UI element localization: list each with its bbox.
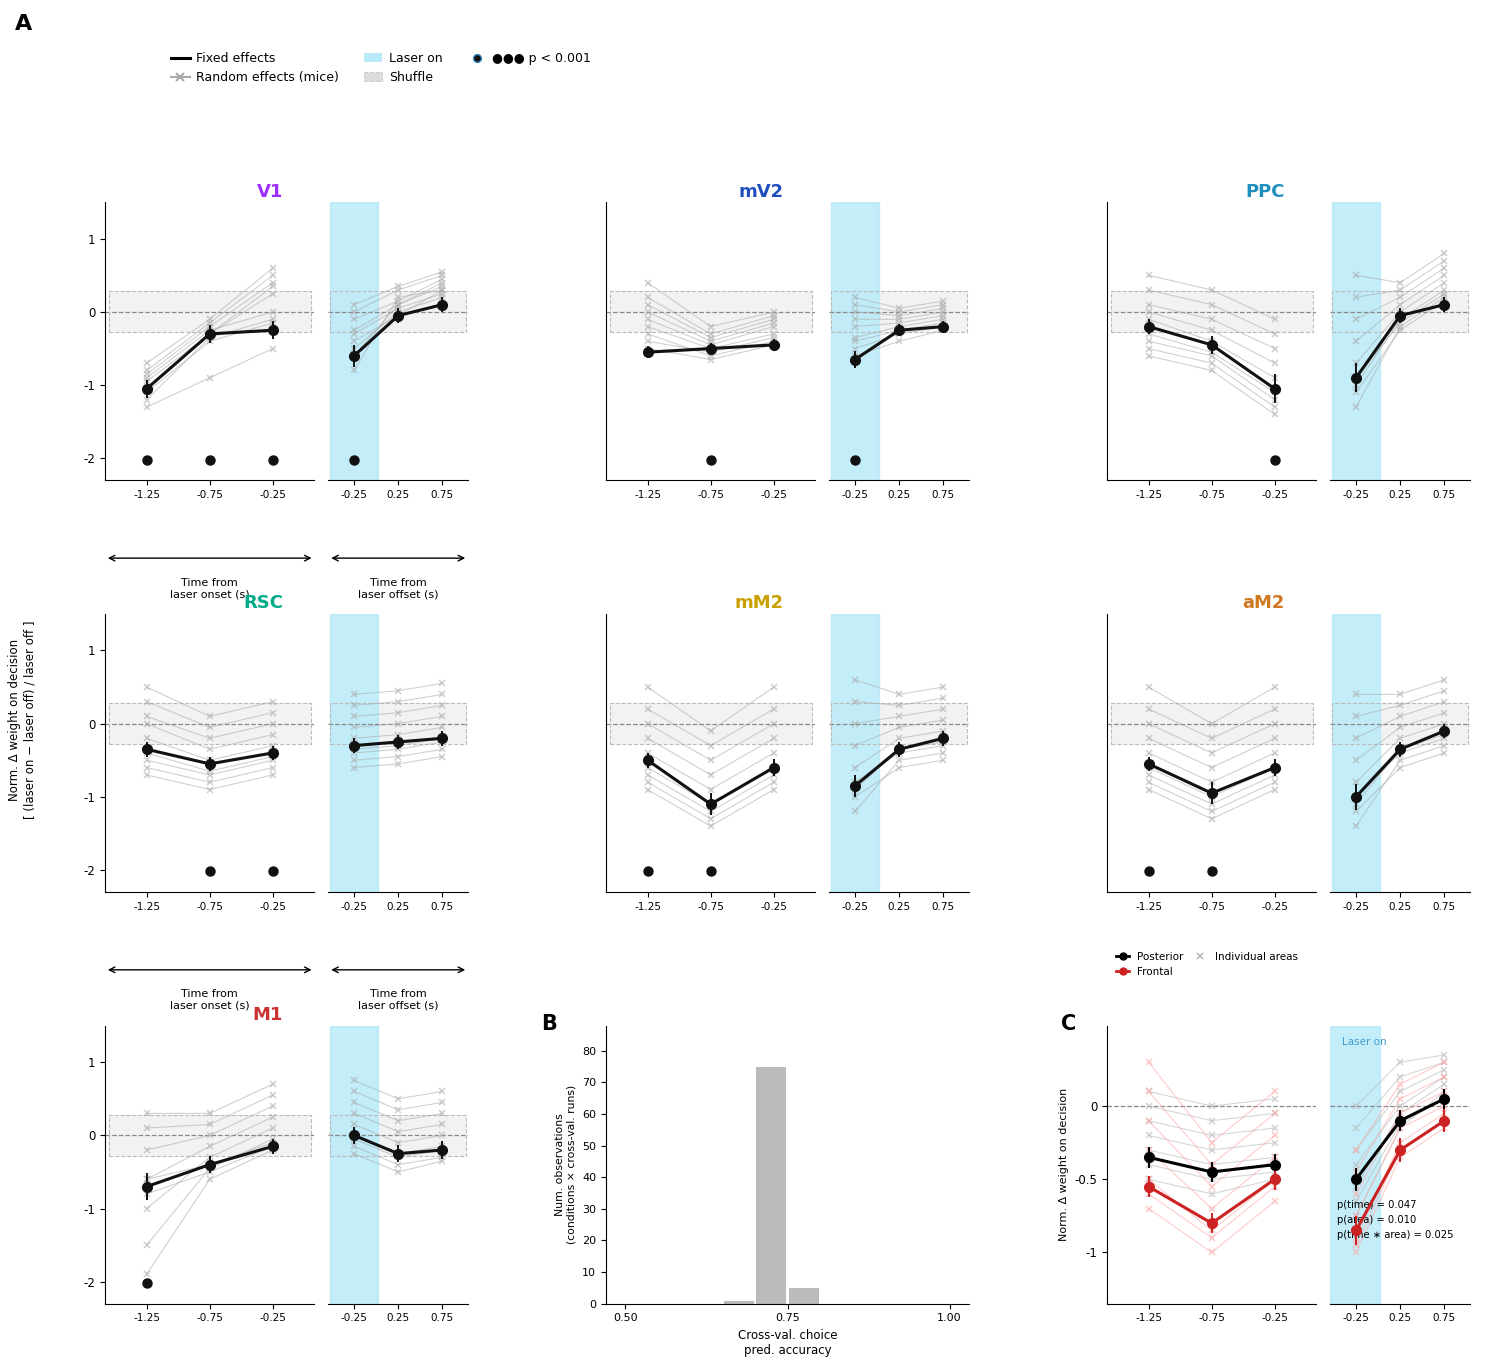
Text: PPC: PPC — [1245, 182, 1286, 201]
Legend: Fixed effects, Random effects (mice), Laser on, Shuffle, ●●● p < 0.001: Fixed effects, Random effects (mice), La… — [166, 48, 596, 90]
Bar — [1330, 1025, 1380, 1304]
Bar — [831, 202, 879, 481]
Bar — [1332, 614, 1380, 892]
Text: RSC: RSC — [243, 595, 284, 612]
Text: V1: V1 — [256, 182, 284, 201]
Bar — [330, 202, 378, 481]
Text: Time from
laser offset (s): Time from laser offset (s) — [358, 989, 438, 1010]
Text: Time from
laser onset (s): Time from laser onset (s) — [170, 577, 249, 599]
Text: A: A — [15, 14, 33, 34]
Text: aM2: aM2 — [1242, 595, 1286, 612]
Text: C: C — [1060, 1014, 1076, 1035]
Bar — [831, 614, 879, 892]
Bar — [724, 1301, 754, 1304]
Legend: Posterior, Frontal, Individual areas: Posterior, Frontal, Individual areas — [1112, 948, 1302, 980]
Bar — [756, 1066, 786, 1304]
X-axis label: Cross-val. choice
pred. accuracy: Cross-val. choice pred. accuracy — [738, 1329, 837, 1357]
Bar — [1332, 202, 1380, 481]
Text: Time from
laser offset (s): Time from laser offset (s) — [358, 577, 438, 599]
Y-axis label: Norm. Δ weight on decision: Norm. Δ weight on decision — [1059, 1088, 1070, 1241]
Text: mM2: mM2 — [735, 595, 784, 612]
Text: Norm. Δ weight on decision
[ (laser on − laser off) / laser off ]: Norm. Δ weight on decision [ (laser on −… — [9, 621, 36, 819]
Text: mV2: mV2 — [740, 182, 784, 201]
Text: Laser on: Laser on — [1341, 1036, 1386, 1047]
Y-axis label: Num. observations
(conditions × cross-val. runs): Num. observations (conditions × cross-va… — [555, 1085, 576, 1244]
Text: B: B — [540, 1014, 556, 1035]
Bar — [330, 1025, 378, 1304]
Bar — [789, 1287, 819, 1304]
Text: p(time) = 0.047
p(area) = 0.010
p(time ∗ area) = 0.025: p(time) = 0.047 p(area) = 0.010 p(time ∗… — [1338, 1200, 1454, 1240]
Text: M1: M1 — [252, 1006, 284, 1024]
Text: Time from
laser onset (s): Time from laser onset (s) — [170, 989, 249, 1010]
Bar — [330, 614, 378, 892]
